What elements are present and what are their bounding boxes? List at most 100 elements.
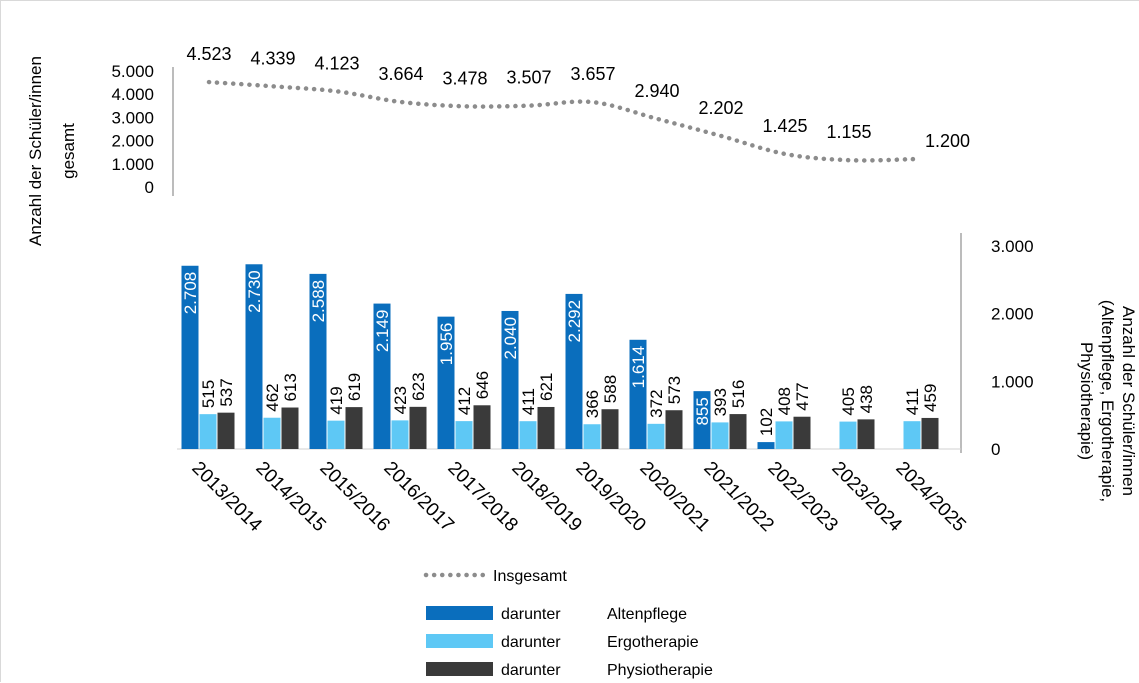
bar-data-label: 393 <box>711 388 730 416</box>
line-y-tick-label: 4.000 <box>111 85 154 104</box>
line-y-tick-label: 0 <box>145 178 154 197</box>
bar-data-label: 459 <box>921 384 940 412</box>
line-data-label: 1.155 <box>826 122 871 142</box>
bar-2 <box>921 417 939 449</box>
bar-data-label: 1.614 <box>629 346 648 389</box>
bar-1 <box>903 421 921 449</box>
bar-data-label: 646 <box>473 371 492 399</box>
bar-1 <box>263 417 281 449</box>
line-data-label: 3.507 <box>506 68 551 88</box>
bar-y-tick-label: 1.000 <box>991 372 1034 391</box>
bar-0 <box>501 310 519 449</box>
bar-y-axis-title: Anzahl der Schüler/innen <box>1119 306 1138 496</box>
bar-2 <box>729 414 747 449</box>
bar-data-label: 573 <box>665 376 684 404</box>
bar-data-label: 372 <box>647 389 666 417</box>
bar-data-label: 423 <box>391 386 410 414</box>
bar-1 <box>775 421 793 449</box>
bar-y-tick-label: 3.000 <box>991 237 1034 256</box>
bar-1 <box>327 420 345 449</box>
line-data-label: 1.425 <box>762 116 807 136</box>
legend-swatch <box>426 634 493 648</box>
bar-1 <box>391 420 409 449</box>
legend-swatch <box>426 662 493 676</box>
bar-data-label: 2.292 <box>565 300 584 343</box>
bar-data-label: 613 <box>281 373 300 401</box>
bar-2 <box>281 407 299 449</box>
bar-2 <box>665 410 683 449</box>
bar-data-label: 1.956 <box>437 323 456 366</box>
line-data-label: 2.202 <box>698 98 743 118</box>
bar-data-label: 588 <box>601 375 620 403</box>
bar-y-tick-label: 0 <box>991 440 1000 459</box>
line-data-label: 4.523 <box>186 44 231 64</box>
bar-0 <box>437 316 455 449</box>
bar-data-label: 516 <box>729 380 748 408</box>
bar-y-axis-title: (Altenpflege, Ergotherapie, <box>1098 300 1117 502</box>
bar-0 <box>757 442 775 449</box>
bar-y-tick-label: 2.000 <box>991 305 1034 324</box>
bar-0 <box>373 303 391 449</box>
line-y-tick-label: 3.000 <box>111 108 154 127</box>
bar-1 <box>647 423 665 449</box>
line-data-label: 4.123 <box>314 53 359 73</box>
bar-data-label: 462 <box>263 383 282 411</box>
line-data-label: 3.478 <box>442 68 487 88</box>
bar-data-label: 2.708 <box>181 272 200 315</box>
bar-2 <box>793 416 811 449</box>
bar-0 <box>565 293 583 449</box>
bar-1 <box>455 421 473 449</box>
bar-0 <box>181 265 199 449</box>
legend-label: Altenpflege <box>607 606 687 623</box>
x-tick-label: 2024/2025 <box>891 458 969 536</box>
bar-data-label: 102 <box>757 408 776 436</box>
bar-2 <box>857 419 875 449</box>
bar-data-label: 438 <box>857 385 876 413</box>
line-y-axis-title: Anzahl der Schüler/innen <box>26 56 45 246</box>
bar-data-label: 477 <box>793 382 812 410</box>
bar-data-label: 621 <box>537 373 556 401</box>
bar-data-label: 2.588 <box>309 280 328 323</box>
bar-2 <box>473 405 491 449</box>
legend-label: Physiotherapie <box>607 662 713 679</box>
line-data-label: 3.664 <box>378 64 423 84</box>
bar-2 <box>409 406 427 449</box>
bar-data-label: 537 <box>217 378 236 406</box>
line-y-axis-title: gesamt <box>59 123 78 179</box>
series-line-insgesamt <box>206 79 916 163</box>
bar-data-label: 2.730 <box>245 270 264 313</box>
bar-1 <box>839 421 857 449</box>
line-data-label: 3.657 <box>570 64 615 84</box>
bar-0 <box>245 264 263 449</box>
bar-2 <box>601 409 619 449</box>
bar-2 <box>217 412 235 449</box>
bar-0 <box>309 273 327 449</box>
bar-data-label: 515 <box>199 380 218 408</box>
bar-data-label: 2.040 <box>501 317 520 360</box>
bar-1 <box>519 421 537 449</box>
line-y-tick-label: 2.000 <box>111 132 154 151</box>
line-y-tick-label: 5.000 <box>111 62 154 81</box>
bar-1 <box>711 422 729 449</box>
bar-data-label: 623 <box>409 372 428 400</box>
bar-0 <box>629 339 647 449</box>
legend-prefix: darunter <box>501 634 561 651</box>
bar-data-label: 2.149 <box>373 310 392 353</box>
bar-2 <box>345 407 363 449</box>
line-y-tick-label: 1.000 <box>111 155 154 174</box>
bar-0 <box>693 391 711 449</box>
bar-data-label: 619 <box>345 373 364 401</box>
bar-data-label: 405 <box>839 387 858 415</box>
legend-label: Insgesamt <box>493 568 567 585</box>
legend-prefix: darunter <box>501 662 561 679</box>
bar-1 <box>583 424 601 449</box>
line-data-label: 1.200 <box>925 131 970 151</box>
bar-1 <box>199 414 217 449</box>
bar-data-label: 366 <box>583 390 602 418</box>
legend-label: Ergotherapie <box>607 634 699 651</box>
bar-data-label: 855 <box>693 397 712 425</box>
bar-data-label: 412 <box>455 387 474 415</box>
line-data-label: 2.940 <box>634 81 679 101</box>
